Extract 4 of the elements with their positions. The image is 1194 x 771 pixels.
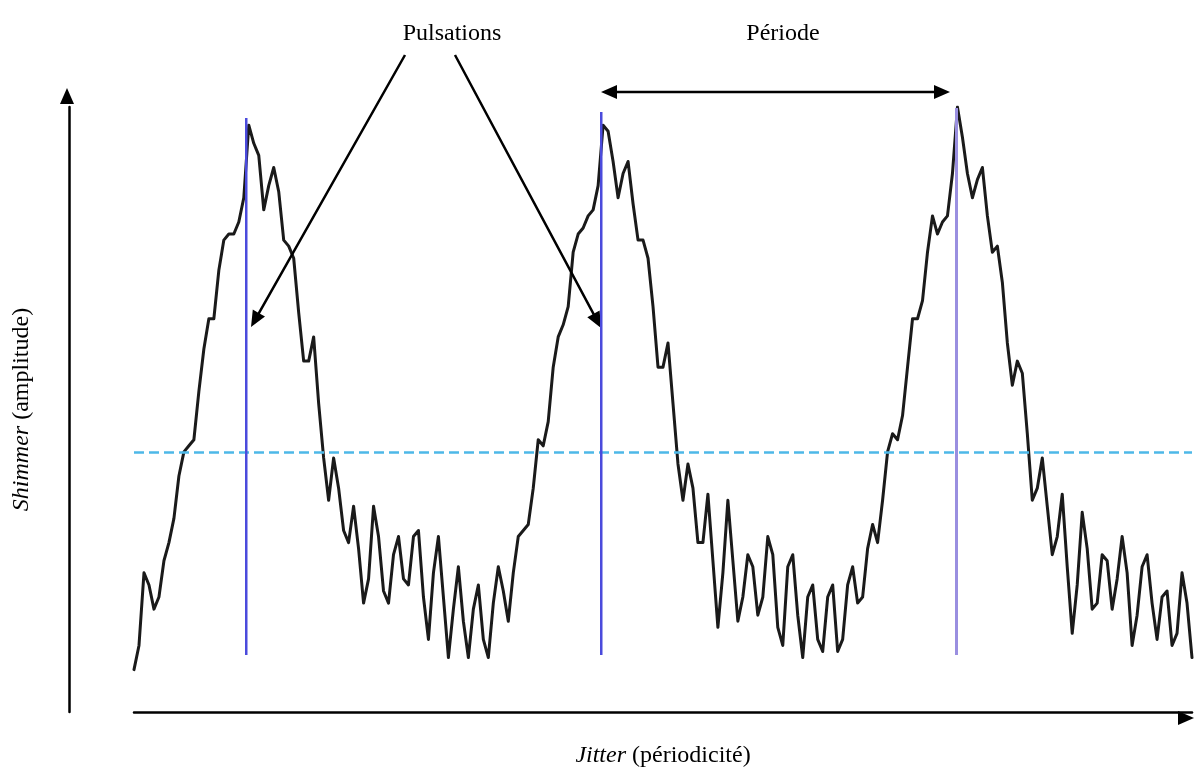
text: Période — [746, 19, 820, 45]
y-axis-title: Shimmer (amplitude) — [7, 307, 33, 512]
text: Pulsations — [402, 19, 502, 45]
x-axis-title: Jitter (périodicité) — [575, 741, 751, 767]
